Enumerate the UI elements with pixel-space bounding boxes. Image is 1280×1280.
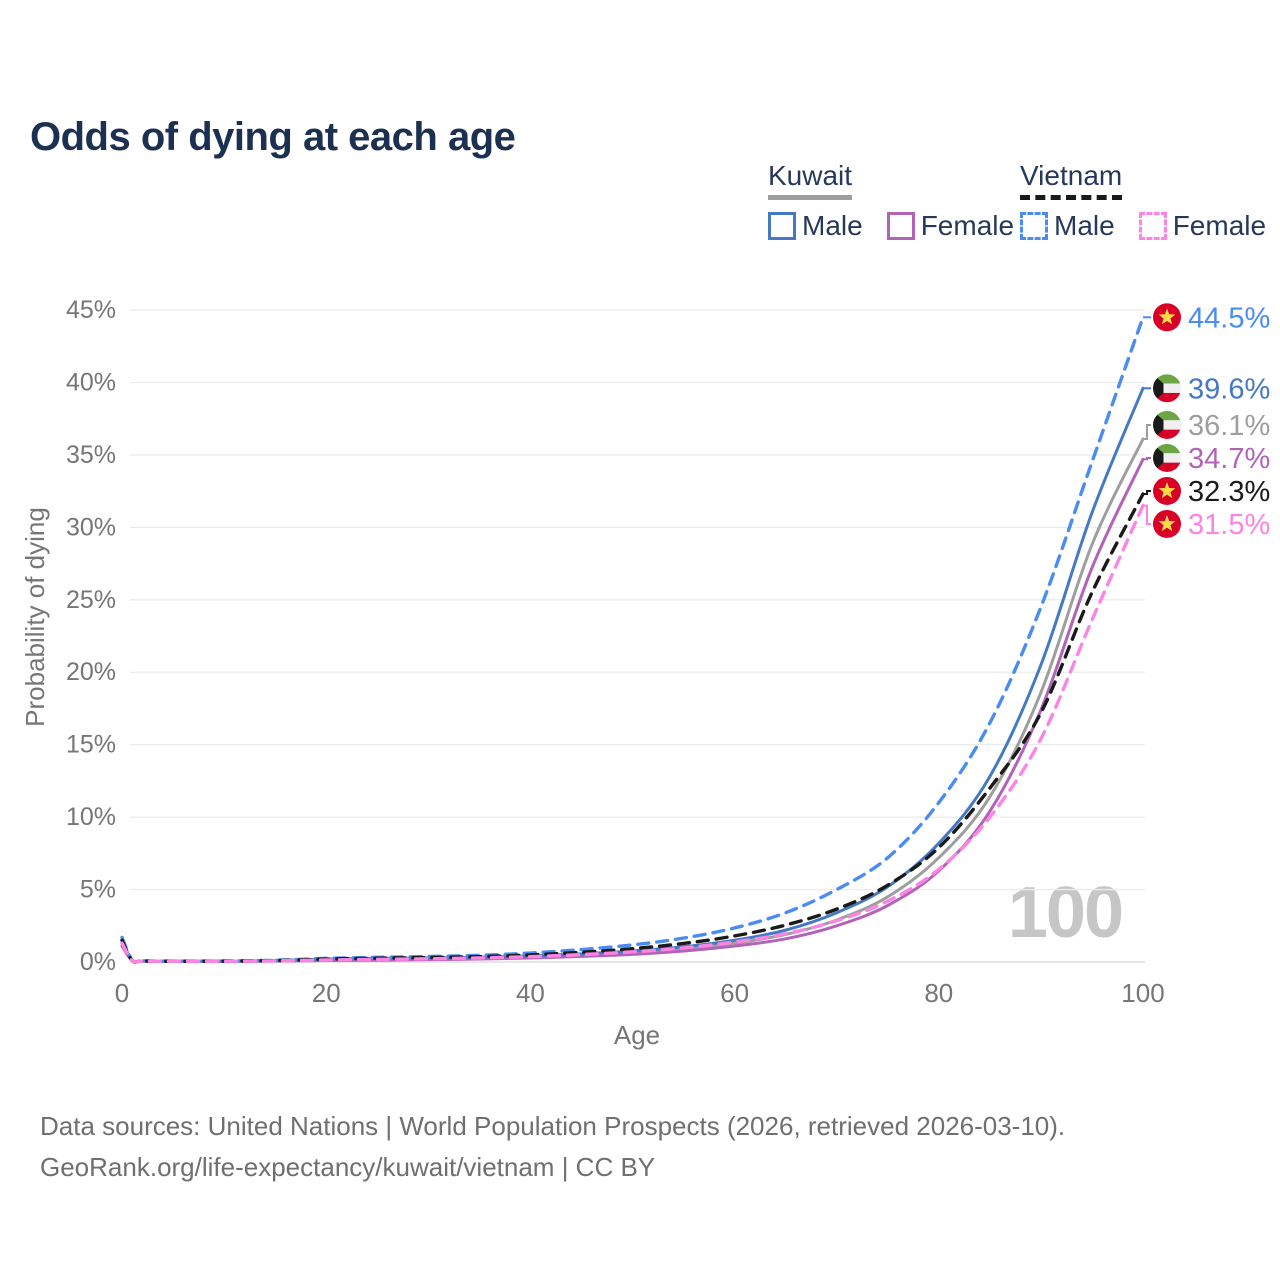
vietnam-male-swatch-icon xyxy=(1020,212,1048,240)
kuwait-male-line[interactable] xyxy=(120,386,1145,964)
legend-label: Female xyxy=(920,210,1015,241)
x-axis-title: Age xyxy=(614,1020,660,1050)
kuwait-female-end-label: 34.7% xyxy=(1188,443,1270,475)
vietnam-total-label-connector xyxy=(1143,489,1151,496)
kuwait-male-end-label: 39.6% xyxy=(1188,373,1270,405)
y-tick-label: 5% xyxy=(80,876,116,904)
legend-item-vietnam-female[interactable]: Female xyxy=(1138,210,1267,242)
vietnam-male-line[interactable] xyxy=(120,315,1145,964)
vietnam-female-swatch-icon xyxy=(1138,212,1167,240)
kuwait-female-swatch-icon xyxy=(886,212,915,240)
y-tick-label: 25% xyxy=(66,586,116,614)
x-tick-label: 60 xyxy=(720,978,749,1008)
legend-item-kuwait-female[interactable]: Female xyxy=(886,210,1015,242)
legend-group-kuwait: Kuwait Male Female xyxy=(768,160,1014,242)
y-tick-label: 15% xyxy=(66,731,116,759)
kuwait-female-line[interactable] xyxy=(120,457,1145,964)
y-tick-label: 20% xyxy=(66,658,116,686)
kuwait-female-label-connector xyxy=(1143,456,1151,461)
legend-header-vietnam[interactable]: Vietnam xyxy=(1020,160,1123,200)
legend-item-vietnam-male[interactable]: Male xyxy=(1020,210,1115,242)
legend-header-kuwait[interactable]: Kuwait xyxy=(768,160,853,200)
age-watermark: 100 xyxy=(1007,873,1124,953)
vietnam-male-end-label: 44.5% xyxy=(1188,302,1270,334)
kuwait-total-label-connector xyxy=(1143,423,1151,440)
vietnam-flag-icon xyxy=(1153,509,1181,538)
vietnam-female-label-connector xyxy=(1143,504,1151,525)
line-chart[interactable]: 0% 5% 10% 15% 20% 25% 30% 35% 40% 45% 0 20 40 60 80 100… xyxy=(0,270,1280,1070)
legend-label: Female xyxy=(1172,210,1267,241)
page-title: Odds of dying at each age xyxy=(30,114,516,159)
y-tick-label: 30% xyxy=(66,513,116,541)
legend-label: Male xyxy=(802,210,863,241)
x-tick-label: 20 xyxy=(312,978,341,1008)
kuwait-total-line[interactable] xyxy=(120,437,1145,964)
vietnam-flag-icon xyxy=(1153,303,1181,332)
x-tick-label: 100 xyxy=(1121,978,1164,1008)
vietnam-flag-icon xyxy=(1153,476,1181,505)
vietnam-total-line[interactable] xyxy=(120,492,1145,964)
kuwait-total-end-label: 36.1% xyxy=(1188,410,1270,442)
y-tick-label: 45% xyxy=(66,296,116,324)
vietnam-female-end-label: 31.5% xyxy=(1188,509,1270,541)
kuwait-male-swatch-icon xyxy=(768,212,796,240)
vietnam-female-line[interactable] xyxy=(120,503,1145,964)
legend-item-kuwait-male[interactable]: Male xyxy=(768,210,863,242)
y-tick-label: 40% xyxy=(66,368,116,396)
footer: Data sources: United Nations | World Pop… xyxy=(40,1106,1065,1188)
legend-label: Male xyxy=(1054,210,1115,241)
vietnam-total-end-label: 32.3% xyxy=(1188,476,1270,508)
x-tick-label: 80 xyxy=(924,978,953,1008)
kuwait-flag-icon xyxy=(1153,443,1181,472)
y-axis-title: Probability of dying xyxy=(20,507,50,727)
data-sources-line: Data sources: United Nations | World Pop… xyxy=(40,1111,1066,1141)
kuwait-flag-icon xyxy=(1153,410,1181,439)
x-tick-label: 0 xyxy=(115,978,129,1008)
y-tick-label: 0% xyxy=(80,948,116,976)
y-tick-label: 35% xyxy=(66,441,116,469)
y-tick-label: 10% xyxy=(66,803,116,831)
kuwait-flag-icon xyxy=(1153,374,1181,403)
legend-group-vietnam: Vietnam Male Female xyxy=(1020,160,1266,242)
x-tick-label: 40 xyxy=(516,978,545,1008)
attribution-line: GeoRank.org/life-expectancy/kuwait/vietn… xyxy=(40,1152,656,1182)
